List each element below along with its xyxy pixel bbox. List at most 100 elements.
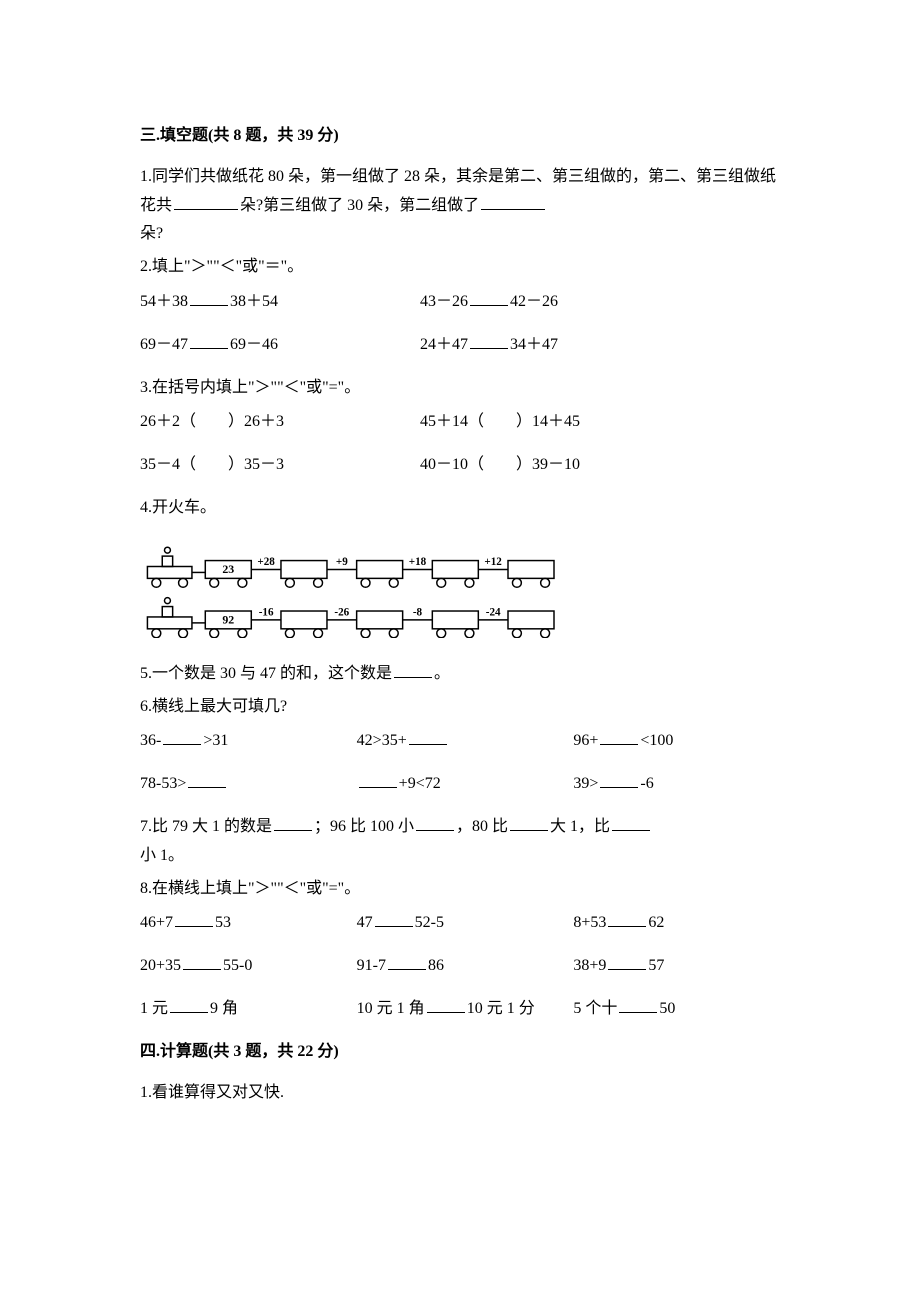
q8-r1c2a: 47 — [357, 914, 373, 931]
q7-d: 大 1，比 — [550, 818, 610, 835]
q8-r2c1b: 55-0 — [223, 957, 252, 974]
q3-r2c2: 40－10（ ）39－10 — [420, 451, 790, 480]
q8-r1c2-blank[interactable] — [375, 911, 413, 927]
q8-r2c3b: 57 — [648, 957, 664, 974]
q6-r1c1-blank[interactable] — [163, 729, 201, 745]
q8-r3c1b: 9 角 — [210, 1000, 238, 1017]
q8-r3c3-blank[interactable] — [619, 997, 657, 1013]
q3-head: 3.在括号内填上"＞""＜"或"="。 — [140, 374, 790, 403]
q2-r1c2a: 43－26 — [420, 293, 468, 310]
q5-b: 。 — [434, 665, 450, 682]
section3-heading: 三.填空题(共 8 题，共 39 分) — [140, 122, 790, 151]
q7-blank-1[interactable] — [274, 815, 312, 831]
q7: 7.比 79 大 1 的数是；96 比 100 小，80 比大 1，比小 1。 — [140, 813, 790, 871]
q6-r1c1a: 36- — [140, 732, 161, 749]
q3-r1c2: 45＋14（ ）14＋45 — [420, 408, 790, 437]
svg-text:-24: -24 — [486, 606, 501, 618]
q5-blank[interactable] — [394, 662, 432, 678]
svg-text:+18: +18 — [409, 556, 427, 568]
q5-a: 5.一个数是 30 与 47 的和，这个数是 — [140, 665, 392, 682]
q8-r2c2a: 91-7 — [357, 957, 386, 974]
q8-r1c3a: 8+53 — [573, 914, 606, 931]
q8-r1c3-blank[interactable] — [608, 911, 646, 927]
q6-r2c3a: 39> — [573, 775, 598, 792]
q2-r1c1-blank[interactable] — [190, 290, 228, 306]
q8-r1c2b: 52-5 — [415, 914, 444, 931]
q3-row1: 26＋2（ ）26＋3 45＋14（ ）14＋45 — [140, 408, 790, 437]
q2-head: 2.填上"＞""＜"或"＝"。 — [140, 253, 790, 282]
q2-r1c1a: 54＋38 — [140, 293, 188, 310]
q2-r2c2-blank[interactable] — [470, 333, 508, 349]
s4-q1: 1.看谁算得又对又快. — [140, 1079, 790, 1108]
q7-blank-4[interactable] — [612, 815, 650, 831]
q2-row2: 69－47 69－46 24＋47 34＋47 — [140, 331, 790, 360]
q6-r2c3-blank[interactable] — [600, 772, 638, 788]
svg-text:92: 92 — [222, 612, 234, 626]
q8-row3: 1 元 9 角 10 元 1 角 10 元 1 分 5 个十 50 — [140, 995, 790, 1024]
q3-row2: 35－4（ ）35－3 40－10（ ）39－10 — [140, 451, 790, 480]
q8-r2c2-blank[interactable] — [388, 954, 426, 970]
q6-r1c3-blank[interactable] — [600, 729, 638, 745]
q6-r2c2-blank[interactable] — [359, 772, 397, 788]
q8-r3c2a: 10 元 1 角 — [357, 1000, 425, 1017]
q6-r1c3b: <100 — [640, 732, 673, 749]
q6-r2c1-blank[interactable] — [188, 772, 226, 788]
q6-row2: 78-53> +9<72 39> -6 — [140, 770, 790, 799]
q1-text-b: 朵?第三组做了 30 朵，第二组做了 — [240, 197, 479, 214]
q8-r3c2b: 10 元 1 分 — [467, 1000, 535, 1017]
q4-head: 4.开火车。 — [140, 494, 790, 523]
q8-r3c1a: 1 元 — [140, 1000, 168, 1017]
train-diagram: 23+28+9+18+12 92-16-26-8-24 — [140, 541, 790, 638]
q7-b: ；96 比 100 小 — [314, 818, 414, 835]
q8-r1c3b: 62 — [648, 914, 664, 931]
q8-r1c1a: 46+7 — [140, 914, 173, 931]
q8-r3c3b: 50 — [659, 1000, 675, 1017]
q6-r1c1b: >31 — [203, 732, 228, 749]
q7-blank-3[interactable] — [510, 815, 548, 831]
q1-blank-2[interactable] — [481, 194, 545, 210]
q7-c: ，80 比 — [456, 818, 508, 835]
q2-r2c2a: 24＋47 — [420, 336, 468, 353]
q8-r3c2-blank[interactable] — [427, 997, 465, 1013]
q8-r3c1-blank[interactable] — [170, 997, 208, 1013]
q8-head: 8.在横线上填上"＞""＜"或"="。 — [140, 875, 790, 904]
q8-r1c1-blank[interactable] — [175, 911, 213, 927]
svg-text:+12: +12 — [484, 556, 502, 568]
q6-r1c2a: 42>35+ — [357, 732, 407, 749]
q7-blank-2[interactable] — [416, 815, 454, 831]
q5: 5.一个数是 30 与 47 的和，这个数是 。 — [140, 660, 790, 689]
q2-r1c2-blank[interactable] — [470, 290, 508, 306]
q1: 1.同学们共做纸花 80 朵，第一组做了 28 朵，其余是第二、第三组做的，第二… — [140, 163, 790, 249]
svg-text:-8: -8 — [413, 606, 423, 618]
q8-r2c3-blank[interactable] — [608, 954, 646, 970]
q8-r2c3a: 38+9 — [573, 957, 606, 974]
q7-a: 7.比 79 大 1 的数是 — [140, 818, 272, 835]
q3-r2c1: 35－4（ ）35－3 — [140, 451, 420, 480]
q6-r1c3a: 96+ — [573, 732, 598, 749]
q2-r2c1a: 69－47 — [140, 336, 188, 353]
q6-r2c1a: 78-53> — [140, 775, 186, 792]
q8-r3c3a: 5 个十 — [573, 1000, 617, 1017]
svg-text:+28: +28 — [257, 556, 275, 568]
q3-r1c1: 26＋2（ ）26＋3 — [140, 408, 420, 437]
q6-head: 6.横线上最大可填几? — [140, 693, 790, 722]
q8-r2c2b: 86 — [428, 957, 444, 974]
q2-r1c2b: 42－26 — [510, 293, 558, 310]
svg-text:-16: -16 — [259, 606, 274, 618]
q2-r2c1b: 69－46 — [230, 336, 278, 353]
q8-r2c1-blank[interactable] — [183, 954, 221, 970]
q2-r2c2b: 34＋47 — [510, 336, 558, 353]
q1-text-c: 朵? — [140, 225, 163, 242]
q6-r1c2-blank[interactable] — [409, 729, 447, 745]
q2-r2c1-blank[interactable] — [190, 333, 228, 349]
q2-r1c1b: 38＋54 — [230, 293, 278, 310]
svg-text:+9: +9 — [336, 556, 348, 568]
train-svg: 23+28+9+18+12 92-16-26-8-24 — [140, 541, 600, 638]
q6-r2c3b: -6 — [640, 775, 653, 792]
q8-row1: 46+753 4752-5 8+5362 — [140, 909, 790, 938]
q1-blank-1[interactable] — [174, 194, 238, 210]
q2-row1: 54＋38 38＋54 43－26 42－26 — [140, 288, 790, 317]
q8-row2: 20+3555-0 91-786 38+957 — [140, 952, 790, 981]
q6-row1: 36- >31 42>35+ 96+ <100 — [140, 727, 790, 756]
q6-r2c2b: +9<72 — [399, 775, 441, 792]
